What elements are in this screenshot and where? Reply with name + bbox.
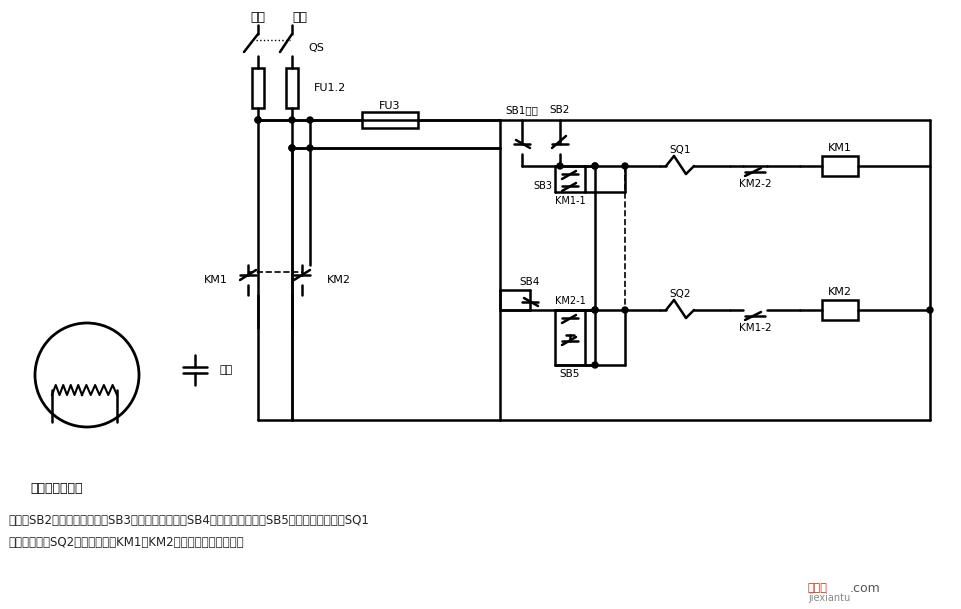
- Bar: [821, 300, 857, 320]
- Circle shape: [288, 117, 295, 123]
- Text: SB2: SB2: [550, 105, 570, 115]
- Text: KM2-2: KM2-2: [738, 179, 771, 189]
- Circle shape: [622, 163, 628, 169]
- Circle shape: [35, 323, 138, 427]
- Circle shape: [288, 145, 295, 151]
- Text: 单相电容电动机: 单相电容电动机: [30, 482, 83, 495]
- Text: 接线图: 接线图: [807, 583, 827, 593]
- Circle shape: [307, 117, 312, 123]
- Bar: [252, 68, 263, 108]
- Circle shape: [591, 307, 598, 313]
- Circle shape: [255, 117, 260, 123]
- Circle shape: [591, 163, 598, 169]
- Circle shape: [556, 163, 562, 169]
- Text: FU3: FU3: [379, 101, 401, 111]
- Circle shape: [307, 145, 312, 151]
- Text: SB4: SB4: [519, 277, 540, 287]
- Text: KM2: KM2: [827, 287, 851, 297]
- Bar: [361, 112, 418, 128]
- Text: SQ2: SQ2: [669, 289, 690, 299]
- Circle shape: [591, 163, 598, 169]
- Circle shape: [926, 307, 932, 313]
- Text: SQ1: SQ1: [669, 145, 690, 155]
- Circle shape: [591, 362, 598, 368]
- Circle shape: [288, 145, 295, 151]
- Text: 说明：SB2为上升启动按钮，SB3为上升点动按钮，SB4为下降启动按钮，SB5为下降点动按钮；SQ1: 说明：SB2为上升启动按钮，SB3为上升点动按钮，SB4为下降启动按钮，SB5为…: [8, 513, 368, 527]
- Text: KM2: KM2: [327, 275, 351, 285]
- Text: .com: .com: [850, 582, 880, 594]
- Text: 零线: 零线: [292, 10, 308, 24]
- Text: SB3: SB3: [532, 181, 552, 191]
- Circle shape: [255, 117, 260, 123]
- Circle shape: [591, 307, 598, 313]
- Bar: [821, 156, 857, 176]
- Text: KM2-1: KM2-1: [554, 296, 584, 306]
- Text: 火线: 火线: [250, 10, 265, 24]
- Text: jiexiantu: jiexiantu: [807, 593, 850, 603]
- Text: FU1.2: FU1.2: [313, 83, 346, 93]
- Text: KM1-1: KM1-1: [554, 196, 584, 206]
- Text: SB1停止: SB1停止: [505, 105, 538, 115]
- Text: QS: QS: [308, 43, 324, 53]
- Text: KM1: KM1: [827, 143, 851, 153]
- Bar: [285, 68, 298, 108]
- Text: SB5: SB5: [559, 369, 579, 379]
- Text: KM1-2: KM1-2: [738, 323, 771, 333]
- Text: 为最高限位，SQ2为最低限位。KM1、KM2可用中间继电器代替。: 为最高限位，SQ2为最低限位。KM1、KM2可用中间继电器代替。: [8, 535, 243, 549]
- Circle shape: [622, 307, 628, 313]
- Text: 电容: 电容: [220, 365, 233, 375]
- Text: KM1: KM1: [204, 275, 228, 285]
